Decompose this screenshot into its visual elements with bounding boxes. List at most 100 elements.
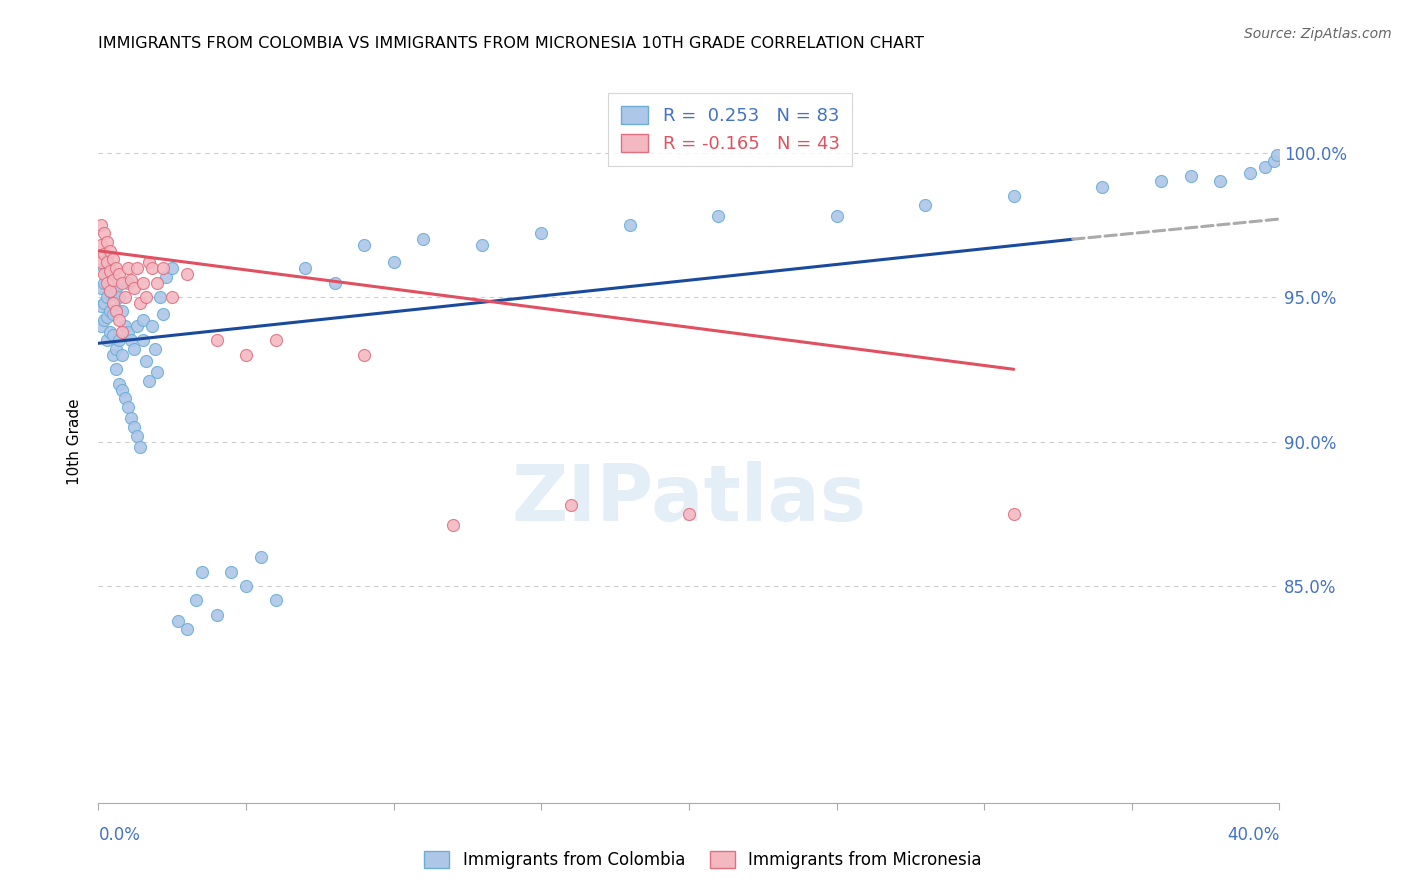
Point bbox=[132, 313, 155, 327]
Point bbox=[184, 593, 207, 607]
Point bbox=[176, 623, 198, 637]
Point bbox=[412, 232, 434, 246]
Point bbox=[105, 342, 128, 356]
Point bbox=[111, 383, 134, 397]
Point bbox=[105, 304, 128, 318]
Point bbox=[1002, 189, 1025, 203]
Point bbox=[117, 276, 139, 290]
Point bbox=[96, 235, 118, 249]
Point bbox=[132, 276, 155, 290]
Point bbox=[471, 238, 494, 252]
Point bbox=[90, 238, 112, 252]
Legend: R =  0.253   N = 83, R = -0.165   N = 43: R = 0.253 N = 83, R = -0.165 N = 43 bbox=[609, 93, 852, 166]
Point bbox=[135, 290, 157, 304]
Y-axis label: 10th Grade: 10th Grade bbox=[67, 398, 83, 485]
Point bbox=[111, 304, 134, 318]
Point bbox=[125, 318, 148, 333]
Point bbox=[138, 374, 160, 388]
Point bbox=[128, 295, 150, 310]
Point bbox=[120, 334, 142, 348]
Point bbox=[353, 238, 375, 252]
Point bbox=[93, 246, 115, 260]
Point bbox=[90, 299, 112, 313]
Point bbox=[221, 565, 243, 579]
Point bbox=[105, 261, 128, 276]
Point bbox=[1002, 507, 1025, 521]
Point bbox=[103, 252, 125, 267]
Point bbox=[114, 318, 136, 333]
Point bbox=[111, 276, 134, 290]
Point bbox=[441, 518, 464, 533]
Point bbox=[93, 267, 115, 281]
Legend: Immigrants from Colombia, Immigrants from Micronesia: Immigrants from Colombia, Immigrants fro… bbox=[415, 841, 991, 880]
Point bbox=[152, 261, 174, 276]
Point bbox=[167, 614, 190, 628]
Text: 40.0%: 40.0% bbox=[1227, 826, 1279, 844]
Point bbox=[90, 218, 112, 232]
Point bbox=[108, 376, 131, 391]
Point bbox=[707, 209, 730, 223]
Point bbox=[93, 295, 115, 310]
Point bbox=[122, 281, 145, 295]
Point bbox=[162, 290, 183, 304]
Point bbox=[678, 507, 700, 521]
Point bbox=[125, 261, 148, 276]
Point bbox=[111, 348, 134, 362]
Point bbox=[105, 281, 128, 295]
Point bbox=[162, 261, 183, 276]
Point bbox=[205, 607, 228, 622]
Point bbox=[103, 267, 125, 281]
Point bbox=[93, 227, 115, 241]
Text: Source: ZipAtlas.com: Source: ZipAtlas.com bbox=[1244, 27, 1392, 41]
Point bbox=[120, 273, 142, 287]
Text: IMMIGRANTS FROM COLOMBIA VS IMMIGRANTS FROM MICRONESIA 10TH GRADE CORRELATION CH: IMMIGRANTS FROM COLOMBIA VS IMMIGRANTS F… bbox=[98, 36, 924, 51]
Point bbox=[176, 267, 198, 281]
Point bbox=[108, 267, 131, 281]
Point bbox=[90, 318, 112, 333]
Point bbox=[93, 261, 115, 276]
Point bbox=[117, 400, 139, 414]
Point bbox=[1091, 180, 1114, 194]
Point bbox=[1180, 169, 1202, 183]
Point bbox=[103, 295, 125, 310]
Point bbox=[250, 550, 273, 565]
Point bbox=[560, 498, 582, 512]
Point bbox=[122, 420, 145, 434]
Point bbox=[1263, 154, 1285, 169]
Point bbox=[114, 290, 136, 304]
Point bbox=[98, 264, 121, 278]
Point bbox=[353, 348, 375, 362]
Point bbox=[191, 565, 214, 579]
Point bbox=[235, 579, 257, 593]
Point bbox=[98, 285, 121, 299]
Point bbox=[122, 342, 145, 356]
Point bbox=[96, 310, 118, 325]
Point bbox=[294, 261, 316, 276]
Point bbox=[914, 197, 936, 211]
Point bbox=[108, 290, 131, 304]
Point bbox=[125, 429, 148, 443]
Point bbox=[205, 334, 228, 348]
Point bbox=[152, 307, 174, 321]
Point bbox=[382, 255, 405, 269]
Point bbox=[114, 391, 136, 405]
Point bbox=[264, 334, 287, 348]
Point bbox=[120, 411, 142, 425]
Text: ZIPatlas: ZIPatlas bbox=[512, 461, 866, 537]
Point bbox=[103, 307, 125, 321]
Point bbox=[149, 290, 172, 304]
Point bbox=[111, 325, 134, 339]
Point bbox=[103, 327, 125, 342]
Point bbox=[108, 334, 131, 348]
Point bbox=[96, 269, 118, 284]
Text: 0.0%: 0.0% bbox=[98, 826, 141, 844]
Point bbox=[105, 362, 128, 376]
Point bbox=[530, 227, 553, 241]
Point bbox=[132, 334, 155, 348]
Point bbox=[135, 353, 157, 368]
Point bbox=[146, 365, 169, 379]
Point bbox=[98, 304, 121, 318]
Point bbox=[128, 440, 150, 454]
Point bbox=[108, 313, 131, 327]
Point bbox=[90, 255, 112, 269]
